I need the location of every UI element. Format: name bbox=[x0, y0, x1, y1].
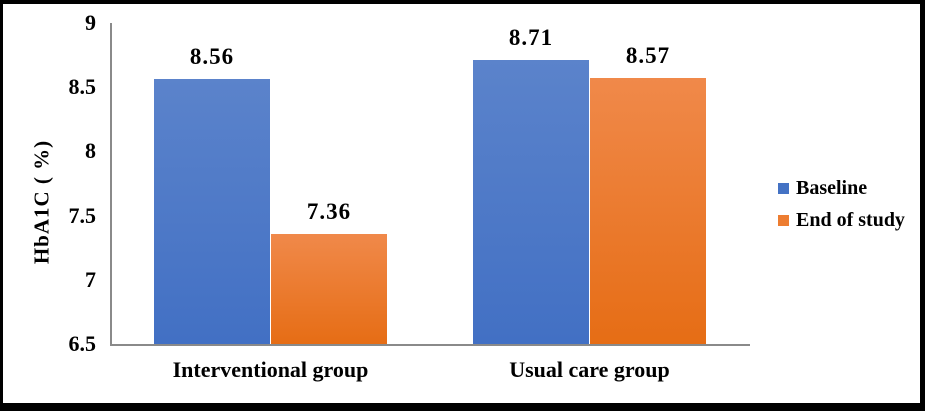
y-tick-label: 8.5 bbox=[68, 74, 97, 100]
bar-end-of-study-interventional-group bbox=[271, 233, 387, 344]
legend-label: Baseline bbox=[796, 176, 868, 199]
bar-end-of-study-usual-care-group bbox=[590, 78, 706, 344]
legend-swatch-icon bbox=[778, 182, 789, 194]
legend: Baseline End of study bbox=[778, 177, 905, 241]
y-tick-label: 9 bbox=[85, 10, 96, 35]
bar-baseline-interventional-group bbox=[154, 79, 270, 344]
x-category-label: Usual care group bbox=[509, 357, 670, 382]
bar-value-label: 8.71 bbox=[508, 25, 554, 51]
y-tick-label: 7 bbox=[85, 266, 96, 292]
bar-baseline-usual-care-group bbox=[473, 60, 589, 344]
plot-area bbox=[110, 23, 750, 346]
legend-swatch-icon bbox=[778, 214, 789, 226]
bar-value-label: 8.57 bbox=[625, 43, 671, 69]
y-tick-label: 8 bbox=[85, 138, 96, 164]
x-category-label: Interventional group bbox=[172, 357, 369, 382]
legend-item-end-of-study: End of study bbox=[778, 209, 905, 231]
bar-value-label: 8.56 bbox=[189, 44, 235, 70]
y-tick-label: 6.5 bbox=[68, 331, 97, 356]
legend-item-baseline: Baseline bbox=[778, 177, 905, 199]
bar-value-label: 7.36 bbox=[306, 198, 352, 224]
legend-label: End of study bbox=[796, 208, 905, 231]
y-tick-label: 7.5 bbox=[68, 202, 97, 228]
